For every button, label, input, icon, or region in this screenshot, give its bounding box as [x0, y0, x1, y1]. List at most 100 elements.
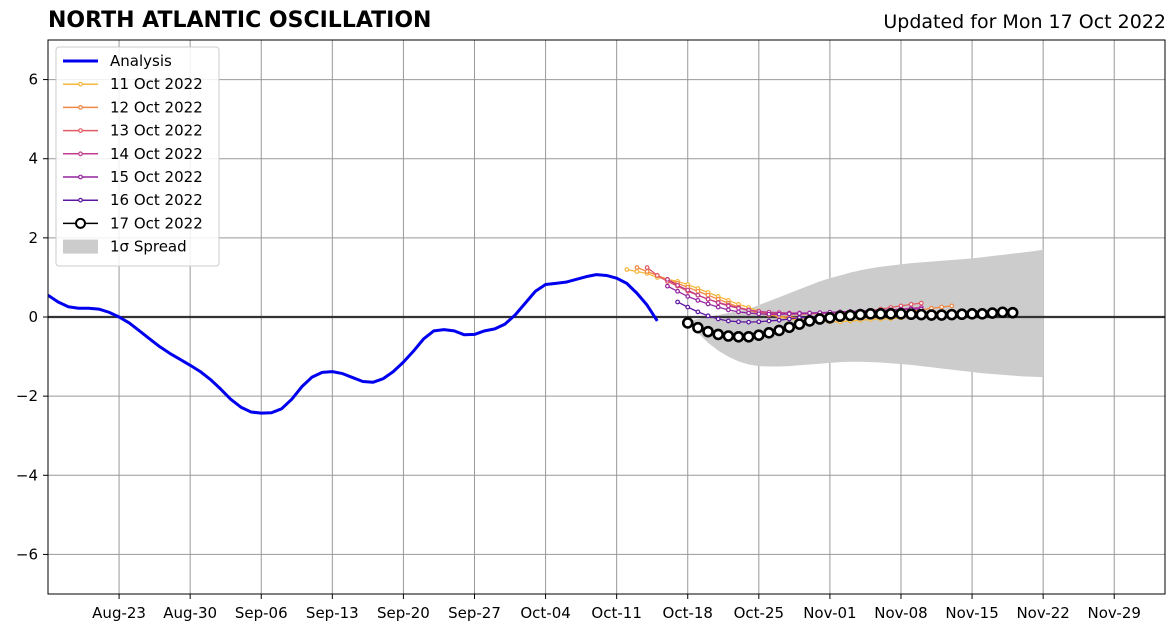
updated-date: Updated for Mon 17 Oct 2022	[883, 11, 1166, 33]
forecast-point	[644, 265, 650, 270]
x-tick-label: Aug-30	[163, 604, 217, 622]
y-tick-label: 6	[28, 71, 38, 89]
legend-label: 1σ Spread	[110, 238, 187, 256]
forecast-point	[807, 310, 812, 316]
forecast-point	[675, 282, 680, 288]
forecast-point	[864, 308, 877, 320]
y-tick-label: −4	[16, 466, 38, 484]
forecast-point	[773, 324, 785, 337]
forecast-point	[776, 317, 782, 323]
forecast-point	[746, 319, 752, 325]
forecast-point	[736, 309, 741, 315]
y-tick-label: 2	[28, 229, 38, 247]
x-tick-label: Sep-20	[377, 604, 430, 622]
forecast-point	[702, 325, 714, 338]
forecast-point	[715, 300, 721, 306]
forecast-point	[874, 308, 887, 320]
legend-label: 17 Oct 2022	[110, 214, 203, 232]
legend-swatch-marker	[78, 174, 83, 180]
forecast-point	[753, 329, 765, 342]
forecast-point	[986, 307, 999, 319]
forecast-point	[675, 299, 680, 305]
legend-label: 12 Oct 2022	[110, 98, 203, 116]
x-tick-label: Nov-15	[945, 604, 998, 622]
legend-label: 14 Oct 2022	[110, 145, 203, 163]
forecast-point	[925, 309, 938, 321]
x-tick-label: Oct-25	[734, 604, 784, 622]
forecast-point	[766, 311, 772, 317]
forecast-point	[624, 267, 630, 272]
forecast-point	[685, 294, 691, 299]
legend-swatch-marker	[78, 151, 83, 157]
forecast-point	[705, 313, 711, 319]
forecast-point	[803, 315, 816, 327]
forecast-point	[665, 283, 670, 289]
forecast-point	[905, 308, 917, 321]
forecast-point	[824, 311, 836, 324]
chart-title: NORTH ATLANTIC OSCILLATION	[48, 8, 432, 33]
legend-label: 16 Oct 2022	[110, 191, 203, 209]
forecast-point	[966, 308, 978, 320]
x-tick-label: Nov-01	[803, 604, 856, 622]
legend-box	[55, 46, 220, 267]
forecast-point	[634, 269, 640, 274]
forecast-point	[692, 321, 704, 334]
legend-swatch-marker	[78, 104, 83, 110]
forecast-point	[675, 288, 680, 294]
y-axis: 6 4 2 0 −2 −4 −6	[16, 71, 48, 563]
x-tick-label: Nov-08	[874, 604, 927, 622]
forecast-point	[732, 330, 745, 343]
legend-swatch-spread	[63, 239, 98, 254]
forecast-point	[844, 309, 857, 322]
forecast-point	[725, 318, 731, 324]
forecast-point	[715, 316, 721, 322]
x-tick-label: Oct-18	[663, 604, 713, 622]
y-tick-label: −6	[16, 545, 38, 563]
forecast-point	[797, 311, 802, 316]
legend-label: 11 Oct 2022	[110, 75, 203, 93]
forecast-point	[786, 311, 792, 317]
forecast-point	[854, 308, 867, 321]
x-axis: Aug-23 Aug-30 Sep-06 Sep-13 Sep-20 Sep-27 Oct-…	[92, 594, 1141, 622]
forecast-point	[885, 308, 897, 320]
forecast-point	[1006, 306, 1019, 319]
legend-swatch-marker	[78, 197, 83, 203]
forecast-point	[685, 304, 691, 310]
x-tick-label: Oct-11	[591, 604, 641, 622]
forecast-point	[949, 303, 955, 309]
forecast-point	[685, 287, 691, 293]
forecast-point	[996, 306, 1009, 319]
forecast-series	[624, 265, 1019, 343]
forecast-point	[681, 317, 694, 329]
x-tick-label: Sep-06	[235, 604, 288, 622]
forecast-point	[776, 311, 782, 317]
legend-swatch-marker	[78, 128, 83, 134]
forecast-point	[695, 309, 701, 315]
forecast-point	[705, 292, 711, 298]
forecast-point	[813, 313, 826, 325]
y-tick-label: 4	[28, 150, 38, 168]
analysis-line	[48, 273, 659, 415]
forecast-point	[725, 303, 731, 309]
forecast-point	[793, 318, 806, 330]
x-tick-label: Oct-04	[520, 604, 570, 622]
forecast-17-oct-2022	[681, 306, 1019, 343]
forecast-point	[644, 269, 650, 274]
forecast-point	[695, 292, 701, 298]
forecast-point	[715, 304, 721, 310]
analysis-series	[48, 273, 659, 415]
forecast-point	[935, 309, 948, 321]
forecast-point	[634, 265, 640, 270]
forecast-point	[756, 319, 762, 325]
x-tick-label: Nov-29	[1088, 604, 1141, 622]
forecast-point	[915, 308, 928, 321]
x-tick-label: Sep-13	[306, 604, 359, 622]
y-tick-label: 0	[28, 308, 38, 326]
legend-label: 15 Oct 2022	[110, 168, 203, 186]
forecast-point	[786, 316, 792, 322]
y-tick-label: −2	[16, 387, 38, 405]
forecast-point	[722, 330, 735, 342]
forecast-point	[918, 300, 924, 306]
forecast-point	[705, 296, 711, 302]
x-tick-label: Sep-27	[448, 604, 501, 622]
